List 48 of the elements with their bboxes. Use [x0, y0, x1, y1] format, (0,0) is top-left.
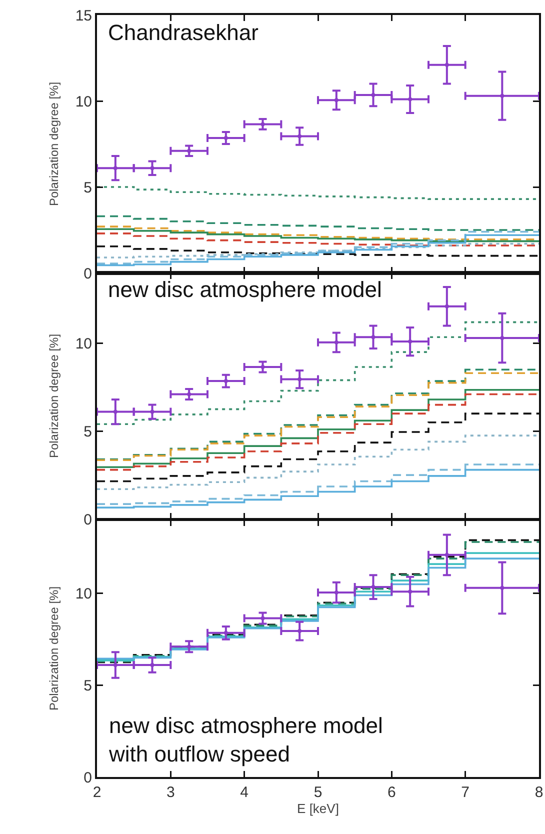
- point: [113, 166, 118, 170]
- y-tick-label: 10: [75, 93, 92, 110]
- y-tick-label: 10: [75, 336, 92, 353]
- point: [113, 410, 118, 414]
- y-tick-label: 10: [75, 586, 92, 603]
- y-tick-label: 5: [84, 677, 92, 694]
- point: [408, 590, 412, 594]
- point: [298, 134, 302, 138]
- y-tick-label: 0: [84, 769, 92, 786]
- y-tick-label: 0: [84, 265, 92, 282]
- point: [500, 94, 504, 98]
- point: [444, 552, 449, 557]
- point: [334, 590, 338, 595]
- y-tick-label: 15: [75, 7, 92, 24]
- y-tick-label: 5: [84, 179, 92, 196]
- point: [444, 62, 449, 67]
- y-axis-title: Polarization degree [%]: [47, 586, 62, 711]
- point: [298, 377, 302, 382]
- chart-title: new disc atmosphere model: [108, 277, 382, 302]
- x-tick-label: 4: [240, 784, 248, 801]
- point: [371, 335, 376, 340]
- x-tick-label: 3: [166, 784, 175, 801]
- point: [371, 585, 376, 589]
- point: [408, 97, 412, 102]
- x-tick-label: 2: [92, 784, 102, 801]
- point: [500, 336, 504, 340]
- y-tick-label: 5: [84, 423, 92, 440]
- point: [500, 586, 504, 590]
- x-tick-label: 8: [534, 784, 544, 801]
- point: [408, 340, 412, 344]
- x-tick-label: 7: [461, 784, 470, 801]
- point: [150, 410, 154, 414]
- point: [444, 304, 449, 308]
- point: [113, 663, 118, 668]
- chart-title: Chandrasekhar: [108, 20, 258, 45]
- x-tick-label: 6: [388, 784, 396, 801]
- point: [150, 166, 154, 170]
- x-axis-title: E [keV]: [297, 801, 339, 816]
- point: [371, 92, 376, 97]
- point: [298, 629, 302, 634]
- point: [334, 98, 338, 102]
- y-tick-label: 0: [84, 511, 92, 528]
- y-axis-title: Polarization degree [%]: [47, 82, 62, 206]
- point: [150, 663, 154, 668]
- x-tick-label: 5: [314, 784, 322, 801]
- point: [334, 340, 338, 344]
- y-axis-title: Polarization degree [%]: [47, 334, 62, 458]
- text: new disc atmosphere model with outflow speed: [108, 713, 383, 767]
